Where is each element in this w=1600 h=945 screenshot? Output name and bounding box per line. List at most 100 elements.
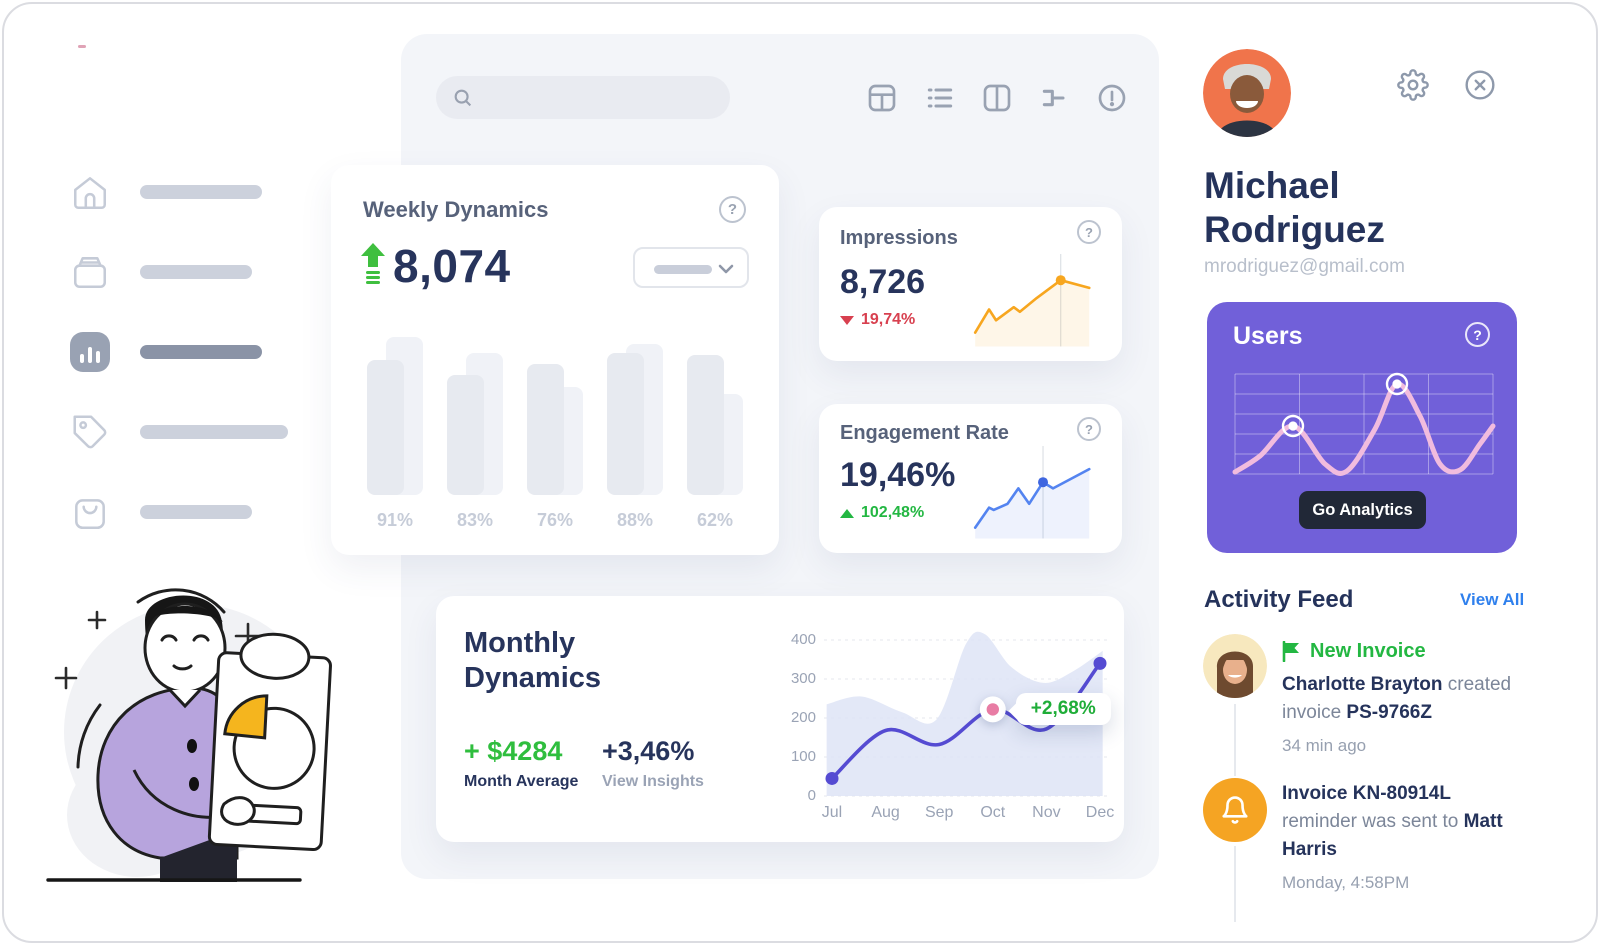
weekly-dynamics-card: Weekly Dynamics ? 8,074 91% 83% 76% 88% 62% bbox=[331, 165, 779, 555]
alerts-icon[interactable] bbox=[1096, 82, 1128, 114]
engagement-card: Engagement Rate ? 19,46% 102,48% bbox=[819, 404, 1122, 553]
sidebar-item-tag[interactable] bbox=[68, 410, 368, 454]
triangle-up-icon bbox=[840, 508, 854, 518]
bar-group bbox=[367, 323, 423, 495]
view-all-link[interactable]: View All bbox=[1460, 590, 1525, 609]
month-average-stat: + $4284 Month Average bbox=[464, 736, 578, 791]
engagement-value: 19,46% bbox=[840, 456, 956, 494]
activity-time: Monday, 4:58PM bbox=[1282, 873, 1410, 892]
list-view-icon[interactable] bbox=[924, 82, 956, 114]
weekly-value: 8,074 bbox=[393, 240, 511, 292]
x-axis-label: Nov bbox=[1032, 804, 1061, 821]
merge-icon[interactable] bbox=[1039, 82, 1071, 114]
columns-view-icon[interactable] bbox=[981, 82, 1013, 114]
view-insights-link[interactable]: View Insights bbox=[602, 773, 704, 790]
go-analytics-button[interactable]: Go Analytics bbox=[1299, 491, 1426, 529]
y-axis-label: 400 bbox=[790, 631, 816, 648]
profile-avatar[interactable] bbox=[1203, 49, 1291, 137]
sidebar-label-placeholder bbox=[140, 185, 262, 199]
y-axis-label: 200 bbox=[790, 709, 816, 726]
impressions-card: Impressions ? 8,726 19,74% bbox=[819, 207, 1122, 361]
impressions-help-icon[interactable]: ? bbox=[1077, 220, 1101, 244]
chevron-down-icon bbox=[718, 264, 734, 274]
bar-group bbox=[607, 323, 663, 495]
bar-primary bbox=[527, 364, 564, 495]
bell-icon bbox=[1222, 796, 1248, 824]
users-title: Users bbox=[1233, 322, 1303, 350]
y-axis-label: 300 bbox=[790, 670, 816, 687]
bar-label: 88% bbox=[616, 510, 654, 530]
sidebar-item-shopping-bag[interactable] bbox=[68, 490, 368, 534]
bar-label: 62% bbox=[696, 510, 734, 530]
month-average-label: Month Average bbox=[464, 773, 579, 790]
dropdown-placeholder bbox=[654, 265, 712, 274]
view-switcher bbox=[866, 82, 1128, 114]
profile-email: mrodriguez@gmail.com bbox=[1204, 256, 1405, 277]
sidebar-label-placeholder bbox=[140, 425, 288, 439]
x-axis-label: Oct bbox=[980, 804, 1006, 821]
flag-icon bbox=[1282, 641, 1299, 662]
impressions-sparkline bbox=[973, 253, 1091, 347]
activity-text: Charlotte Brayton created invoice PS-976… bbox=[1282, 674, 1512, 723]
table-layout-icon[interactable] bbox=[866, 82, 898, 114]
sidebar-item-archive[interactable] bbox=[68, 250, 368, 294]
bar-group bbox=[447, 323, 503, 495]
close-icon[interactable] bbox=[1464, 69, 1496, 101]
bar-label: 83% bbox=[456, 510, 494, 530]
sidebar-item-home[interactable] bbox=[68, 170, 368, 214]
period-dropdown[interactable] bbox=[633, 247, 749, 288]
engagement-delta: 102,48% bbox=[861, 504, 925, 521]
bar-label: 76% bbox=[536, 510, 574, 530]
impressions-title: Impressions bbox=[840, 227, 958, 249]
search-input[interactable] bbox=[484, 88, 714, 107]
bar-primary bbox=[687, 355, 724, 495]
users-card: Users ? Go Analytics bbox=[1207, 302, 1517, 553]
impressions-delta: 19,74% bbox=[861, 311, 916, 328]
illustration-person-chart bbox=[42, 560, 347, 890]
y-axis-label: 0 bbox=[807, 787, 816, 804]
activity-avatar bbox=[1203, 634, 1267, 698]
archive-icon bbox=[74, 257, 106, 288]
engagement-sparkline bbox=[973, 446, 1091, 539]
engagement-title: Engagement Rate bbox=[840, 422, 1009, 444]
search-bar[interactable] bbox=[436, 76, 730, 119]
bar-label: 91% bbox=[376, 510, 414, 530]
gear-icon[interactable] bbox=[1397, 69, 1429, 101]
sidebar-label-placeholder bbox=[140, 265, 252, 279]
users-line-chart bbox=[1232, 372, 1496, 476]
engagement-help-icon[interactable]: ? bbox=[1077, 417, 1101, 441]
activity-badge: New Invoice bbox=[1310, 640, 1426, 662]
search-icon bbox=[454, 89, 472, 106]
shopping-bag-icon bbox=[75, 499, 105, 530]
accent-dash bbox=[78, 45, 86, 48]
monthly-dynamics-card: Monthly Dynamics + $4284 Month Average +3… bbox=[436, 596, 1124, 842]
users-help-icon[interactable]: ? bbox=[1465, 322, 1490, 347]
timeline-connector bbox=[1234, 846, 1236, 922]
weekly-help-icon[interactable]: ? bbox=[719, 196, 746, 223]
y-axis-label: 100 bbox=[790, 748, 816, 765]
timeline-connector bbox=[1234, 704, 1236, 776]
weekly-title: Weekly Dynamics bbox=[363, 197, 549, 222]
bar-primary bbox=[447, 375, 484, 495]
x-axis-label: Dec bbox=[1085, 804, 1115, 821]
up-arrow-icon bbox=[361, 243, 385, 284]
bar-primary bbox=[367, 360, 404, 495]
triangle-down-icon bbox=[840, 315, 854, 325]
sidebar-item-bar-chart[interactable] bbox=[68, 330, 368, 374]
bar-group bbox=[687, 323, 743, 495]
growth-stat: +3,46% View Insights bbox=[602, 736, 704, 791]
bell-badge bbox=[1203, 778, 1267, 842]
activity-feed-title: Activity Feed bbox=[1204, 586, 1354, 613]
monthly-title: Monthly Dynamics bbox=[464, 627, 602, 694]
weekly-bar-labels: 91% 83% 76% 88% 62% bbox=[367, 510, 743, 531]
growth-value: +3,46% bbox=[602, 736, 695, 766]
chart-tooltip: +2,68% bbox=[1015, 693, 1111, 726]
x-axis-label: Jul bbox=[821, 804, 843, 821]
impressions-value: 8,726 bbox=[840, 263, 926, 301]
x-axis-label: Sep bbox=[924, 804, 954, 821]
tag-icon bbox=[73, 415, 107, 449]
profile-name: Michael Rodriguez bbox=[1204, 165, 1385, 250]
activity-text: Invoice KN-80914L reminder was sent to M… bbox=[1282, 783, 1503, 860]
bar-chart-icon bbox=[70, 332, 110, 372]
bar-group bbox=[527, 323, 583, 495]
